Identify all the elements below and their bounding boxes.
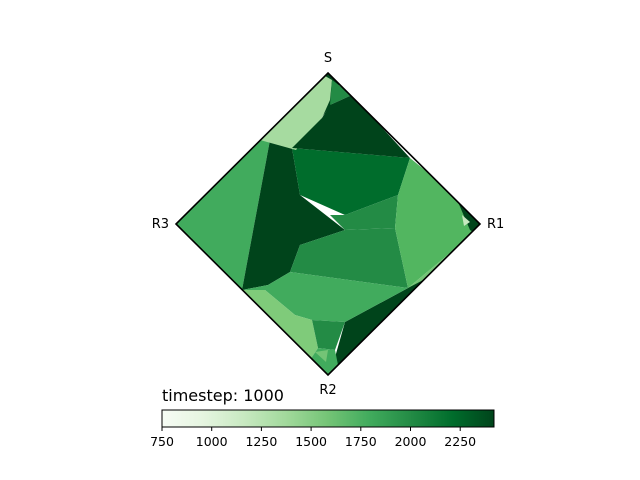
heatmap-cell xyxy=(312,320,345,350)
colorbar-gradient xyxy=(162,410,494,427)
heatmap-cell xyxy=(242,272,408,322)
colorbar-tick-label: 1500 xyxy=(295,434,327,449)
colorbar-tick-label: 2000 xyxy=(395,434,427,449)
colorbar-frame xyxy=(161,409,495,428)
colorbar-tick-label: 750 xyxy=(150,434,174,449)
heatmap-cell xyxy=(292,95,410,158)
heatmap-cell xyxy=(292,148,410,215)
ternary-border xyxy=(174,71,482,377)
heatmap-cell xyxy=(315,350,328,362)
colorbar: 750 1000 1250 1500 1750 2000 2250 xyxy=(150,409,495,449)
heatmap-cell xyxy=(330,80,352,105)
vertex-label-top: S xyxy=(324,51,332,66)
colorbar-ticks: 750 1000 1250 1500 1750 2000 2250 xyxy=(150,427,476,449)
vertex-label-right: R1 xyxy=(487,217,504,232)
heatmap-cell xyxy=(330,195,398,230)
heatmap-cell xyxy=(290,228,408,288)
timestep-value: 1000 xyxy=(243,386,284,405)
heatmap-cell xyxy=(260,73,332,150)
heatmap-cell xyxy=(462,215,470,226)
heatmap-cell xyxy=(395,158,480,288)
colorbar-tick-label: 1000 xyxy=(196,434,228,449)
colorbar-tick-label: 1250 xyxy=(245,434,277,449)
heatmap-cell xyxy=(176,200,215,250)
timestep-prefix: timestep: xyxy=(162,386,243,405)
heatmap-cells xyxy=(176,73,480,375)
colorbar-tick-label: 2250 xyxy=(444,434,476,449)
heatmap-cell xyxy=(242,140,300,290)
heatmap-cell xyxy=(300,195,345,245)
colorbar-tick-label: 1750 xyxy=(345,434,377,449)
vertex-label-bottom: R2 xyxy=(319,383,336,398)
vertex-label-left: R3 xyxy=(152,217,169,232)
timestep-annotation: timestep: 1000 xyxy=(162,386,284,405)
